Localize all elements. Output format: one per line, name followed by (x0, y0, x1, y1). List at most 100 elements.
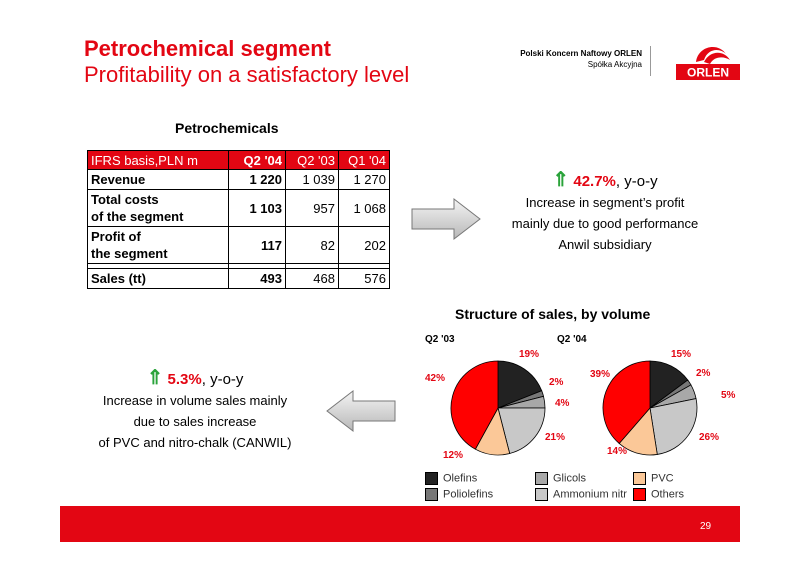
arrow-right-icon (411, 197, 481, 241)
up-arrow-icon: ⇑ (146, 367, 164, 389)
pie-slice-ammonium-nitr (497, 407, 546, 455)
table-row: Sales (tt) 493 468 576 (87, 268, 390, 289)
legend-label: Others (651, 488, 685, 501)
company-name: Polski Koncern Naftowy ORLEN Spółka Akcy… (500, 48, 642, 70)
slice-label: 2% (696, 368, 711, 379)
row-label: Sales (tt) (87, 268, 229, 289)
page-number: 29 (700, 521, 712, 532)
legend-item: PVC (633, 472, 674, 485)
cell-value: 1 068 (338, 189, 390, 227)
cell-value: 1 220 (228, 169, 286, 190)
cell-value: 1 270 (338, 169, 390, 190)
legend-item: Others (633, 488, 684, 501)
up-arrow-icon: ⇑ (552, 169, 570, 191)
page-subtitle: Profitability on a satisfactory level (84, 62, 410, 87)
profit-note-line1: Increase in segment’s profit (525, 195, 685, 210)
legend-swatch (633, 472, 646, 485)
cell-value: 1 039 (285, 169, 339, 190)
cell-value: 1 103 (228, 189, 286, 227)
pie-series-label-q2-04: Q2 '04 (557, 334, 587, 345)
logo-divider (650, 46, 651, 76)
legend-swatch (425, 488, 438, 501)
volume-change-pct: 5.3% (167, 371, 202, 388)
row-label-line2: of the segment (91, 209, 184, 224)
cell-value: 468 (285, 268, 339, 289)
slice-label: 15% (671, 349, 692, 360)
col-header-q2-04: Q2 '04 (228, 150, 286, 170)
slice-label: 21% (545, 432, 566, 443)
legend-label: PVC (651, 472, 674, 485)
row-label-line1: Profit of (91, 229, 141, 244)
petrochemicals-table: IFRS basis,PLN m Q2 '04 Q2 '03 Q1 '04 Re… (87, 150, 390, 289)
cell-value: 493 (228, 268, 286, 289)
volume-note: ⇑ 5.3%, y-o-y Increase in volume sales m… (70, 368, 320, 453)
col-header-q2-03: Q2 '03 (285, 150, 339, 170)
cell-value: 576 (338, 268, 390, 289)
cell-value: 82 (285, 226, 339, 264)
row-label: Profit of the segment (87, 226, 229, 264)
legend-swatch (425, 472, 438, 485)
row-label: Revenue (87, 169, 229, 190)
legend-swatch (535, 488, 548, 501)
cell-value: 202 (338, 226, 390, 264)
profit-note-line2: mainly due to good performance (511, 216, 699, 231)
profit-change-line: ⇑ 42.7%, y-o-y (470, 170, 740, 192)
logo-text: ORLEN (687, 66, 729, 80)
table-row: Profit of the segment 117 82 202 (87, 226, 390, 264)
volume-change-suffix: , y-o-y (201, 371, 244, 388)
table-heading: Petrochemicals (175, 120, 279, 136)
slice-label: 5% (721, 390, 736, 401)
table-row: Total costs of the segment 1 103 957 1 06… (87, 189, 390, 227)
volume-note-line2: due to sales increase (133, 414, 257, 429)
volume-note-line1: Increase in volume sales mainly (102, 393, 288, 408)
pie-slice-others (450, 360, 499, 450)
profit-change-suffix: , y-o-y (615, 173, 658, 190)
legend-item: Ammonium nitr (535, 488, 627, 501)
slice-label: 26% (699, 432, 720, 443)
legend-label: Ammonium nitr (553, 488, 627, 501)
col-header-q1-04: Q1 '04 (338, 150, 390, 170)
chart-title: Structure of sales, by volume (455, 306, 651, 322)
legend-label: Olefins (443, 472, 478, 485)
slice-label: 42% (425, 373, 446, 384)
row-label-line1: Sales (tt) (91, 271, 146, 286)
page-title: Petrochemical segment (84, 36, 331, 61)
pie-slice-olefins (497, 360, 543, 409)
footer-bar (60, 506, 740, 542)
slice-label: 12% (443, 450, 464, 461)
pie-series-label-q2-03: Q2 '03 (425, 334, 455, 345)
legend-swatch (535, 472, 548, 485)
legend-item: Poliolefins (425, 488, 493, 501)
legend-label: Glicols (553, 472, 587, 485)
pie-slice-others (602, 360, 651, 445)
legend-label: Poliolefins (443, 488, 494, 501)
cell-value: 117 (228, 226, 286, 264)
slice-label: 4% (555, 398, 570, 409)
profit-change-pct: 42.7% (573, 173, 616, 190)
pie-charts (450, 360, 698, 456)
profit-note-line3: Anwil subsidiary (558, 237, 652, 252)
pie-slice-ammonium-nitr (649, 398, 698, 455)
legend-item: Olefins (425, 472, 477, 485)
row-label-line2: the segment (91, 246, 168, 261)
arrow-left-icon (326, 389, 396, 433)
volume-note-line3: of PVC and nitro-chalk (CANWIL) (98, 435, 292, 450)
table-row: Revenue 1 220 1 039 1 270 (87, 169, 390, 190)
legend-item: Glicols (535, 472, 586, 485)
company-name-line2: Spółka Akcyjna (587, 60, 642, 69)
pie-q2-04 (602, 360, 698, 456)
row-label: Total costs of the segment (87, 189, 229, 227)
slice-label: 39% (590, 369, 611, 380)
pie-q2-03 (450, 360, 546, 456)
profit-note: ⇑ 42.7%, y-o-y Increase in segment’s pro… (470, 170, 740, 255)
slice-label: 2% (549, 377, 564, 388)
company-name-line1: Polski Koncern Naftowy ORLEN (520, 49, 642, 58)
legend-swatch (633, 488, 646, 501)
cell-value: 957 (285, 189, 339, 227)
table-header-row: IFRS basis,PLN m Q2 '04 Q2 '03 Q1 '04 (87, 150, 390, 170)
slice-label: 14% (607, 446, 628, 457)
row-label-line1: Total costs (91, 192, 159, 207)
slice-label: 19% (519, 349, 540, 360)
volume-change-line: ⇑ 5.3%, y-o-y (70, 368, 320, 390)
col-header-basis: IFRS basis,PLN m (87, 150, 229, 170)
